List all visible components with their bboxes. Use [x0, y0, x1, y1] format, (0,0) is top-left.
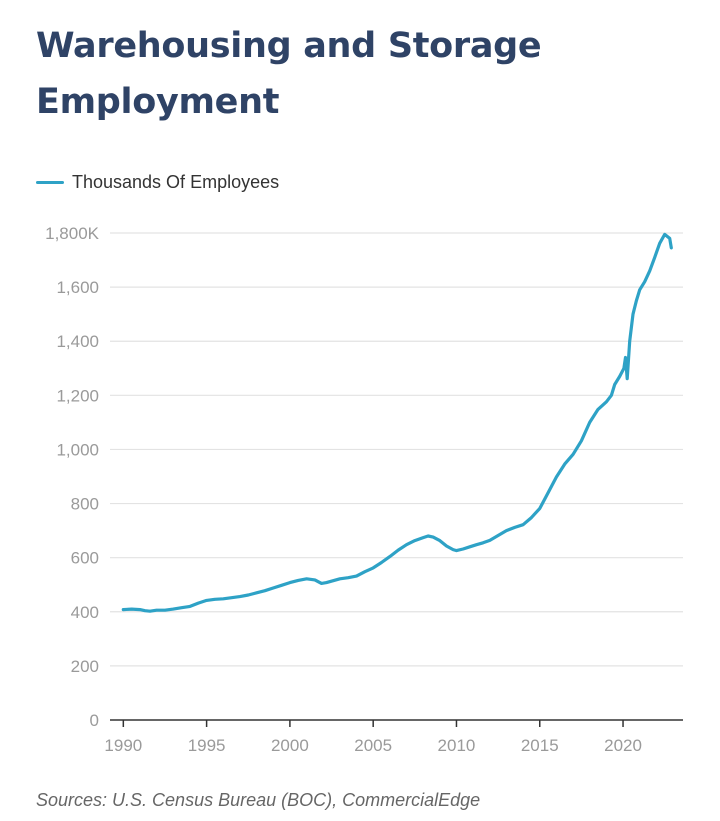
series-line	[121, 232, 673, 613]
y-tick-label: 0	[90, 711, 99, 730]
chart-title: Warehousing and Storage Employment	[36, 26, 542, 122]
x-tick-label: 2015	[521, 736, 559, 755]
source-note: Sources: U.S. Census Bureau (BOC), Comme…	[36, 790, 481, 810]
y-tick-label: 400	[71, 603, 99, 622]
y-tick-label: 1,200	[56, 386, 99, 405]
x-tick-label: 2000	[271, 736, 309, 755]
x-tick-label: 1990	[104, 736, 142, 755]
x-tick-label: 2010	[438, 736, 476, 755]
line-chart: 0 200 400 600 800 1,000 1,200 1,400 1,600 1,800K 1…	[45, 224, 683, 755]
y-tick-label: 600	[71, 549, 99, 568]
x-tick-label: 2020	[604, 736, 642, 755]
y-tick-label: 1,600	[56, 278, 99, 297]
legend-label: Thousands Of Employees	[72, 171, 280, 192]
legend: Thousands Of Employees	[36, 170, 279, 194]
x-tick-label: 1995	[188, 736, 226, 755]
y-tick-label: 200	[71, 657, 99, 676]
x-tick-label: 2005	[354, 736, 392, 755]
y-tick-label: 1,000	[56, 440, 99, 459]
y-tick-label: 800	[71, 495, 99, 514]
y-tick-label: 1,800K	[45, 224, 100, 243]
legend-swatch	[36, 180, 64, 184]
y-tick-label: 1,400	[56, 332, 99, 351]
